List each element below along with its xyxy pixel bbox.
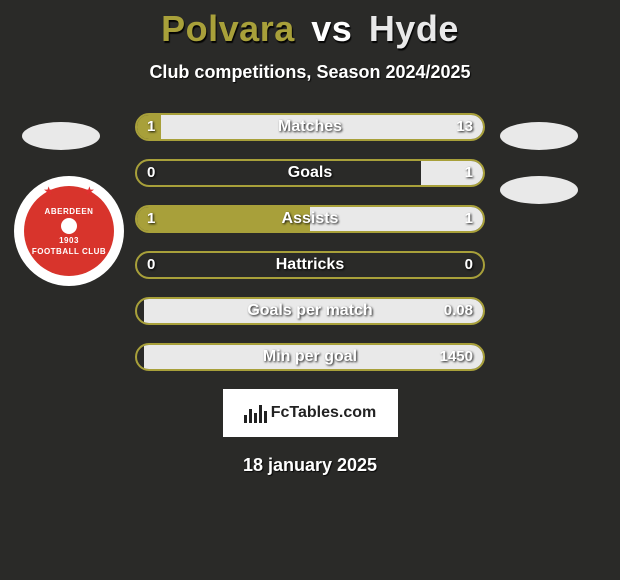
bar-chart-icon: [244, 403, 267, 423]
club-badge-top-text: ABERDEEN: [45, 207, 94, 216]
title-player1: Polvara: [161, 8, 295, 49]
ball-icon: [61, 218, 77, 234]
club-badge-year: 1903: [59, 236, 79, 245]
stat-row: Assists1 1: [135, 205, 485, 233]
stat-value-right: 1: [465, 207, 473, 231]
stat-row: Goals per match0.08: [135, 297, 485, 325]
date-label: 18 january 2025: [0, 455, 620, 476]
stat-label: Min per goal: [137, 345, 483, 369]
stat-label: Matches: [137, 115, 483, 139]
page-title: Polvara vs Hyde: [0, 0, 620, 50]
ellipse-mid-right: [500, 176, 578, 204]
fctables-text: FcTables.com: [271, 404, 377, 422]
content-root: Polvara vs Hyde Club competitions, Seaso…: [0, 0, 620, 580]
stat-row: Hattricks0 0: [135, 251, 485, 279]
stat-value-left: 1: [147, 207, 155, 231]
subtitle: Club competitions, Season 2024/2025: [0, 62, 620, 83]
ellipse-top-left: [22, 122, 100, 150]
club-badge-bottom-text: FOOTBALL CLUB: [32, 247, 106, 256]
stat-value-right: 1450: [440, 345, 473, 369]
stat-value-right: 0.08: [444, 299, 473, 323]
stat-row: Min per goal1450: [135, 343, 485, 371]
stat-value-right: 13: [456, 115, 473, 139]
stat-value-left: 0: [147, 161, 155, 185]
title-player2: Hyde: [369, 8, 459, 49]
stat-value-right: 0: [465, 253, 473, 277]
title-vs: vs: [311, 8, 352, 49]
stat-label: Assists: [137, 207, 483, 231]
stat-label: Hattricks: [137, 253, 483, 277]
fctables-brand[interactable]: FcTables.com: [223, 389, 398, 437]
stat-value-right: 1: [465, 161, 473, 185]
ellipse-top-right: [500, 122, 578, 150]
stat-value-left: 0: [147, 253, 155, 277]
stat-row: Goals0 1: [135, 159, 485, 187]
stat-value-left: 1: [147, 115, 155, 139]
club-badge: ★★ ABERDEEN 1903 FOOTBALL CLUB: [14, 176, 124, 286]
stats-container: Matches113Goals01Assists11Hattricks00Goa…: [135, 113, 485, 371]
club-badge-inner: ★★ ABERDEEN 1903 FOOTBALL CLUB: [24, 186, 114, 276]
star-icon: ★★: [43, 184, 95, 198]
stat-row: Matches1 13: [135, 113, 485, 141]
stat-label: Goals per match: [137, 299, 483, 323]
stat-label: Goals: [137, 161, 483, 185]
